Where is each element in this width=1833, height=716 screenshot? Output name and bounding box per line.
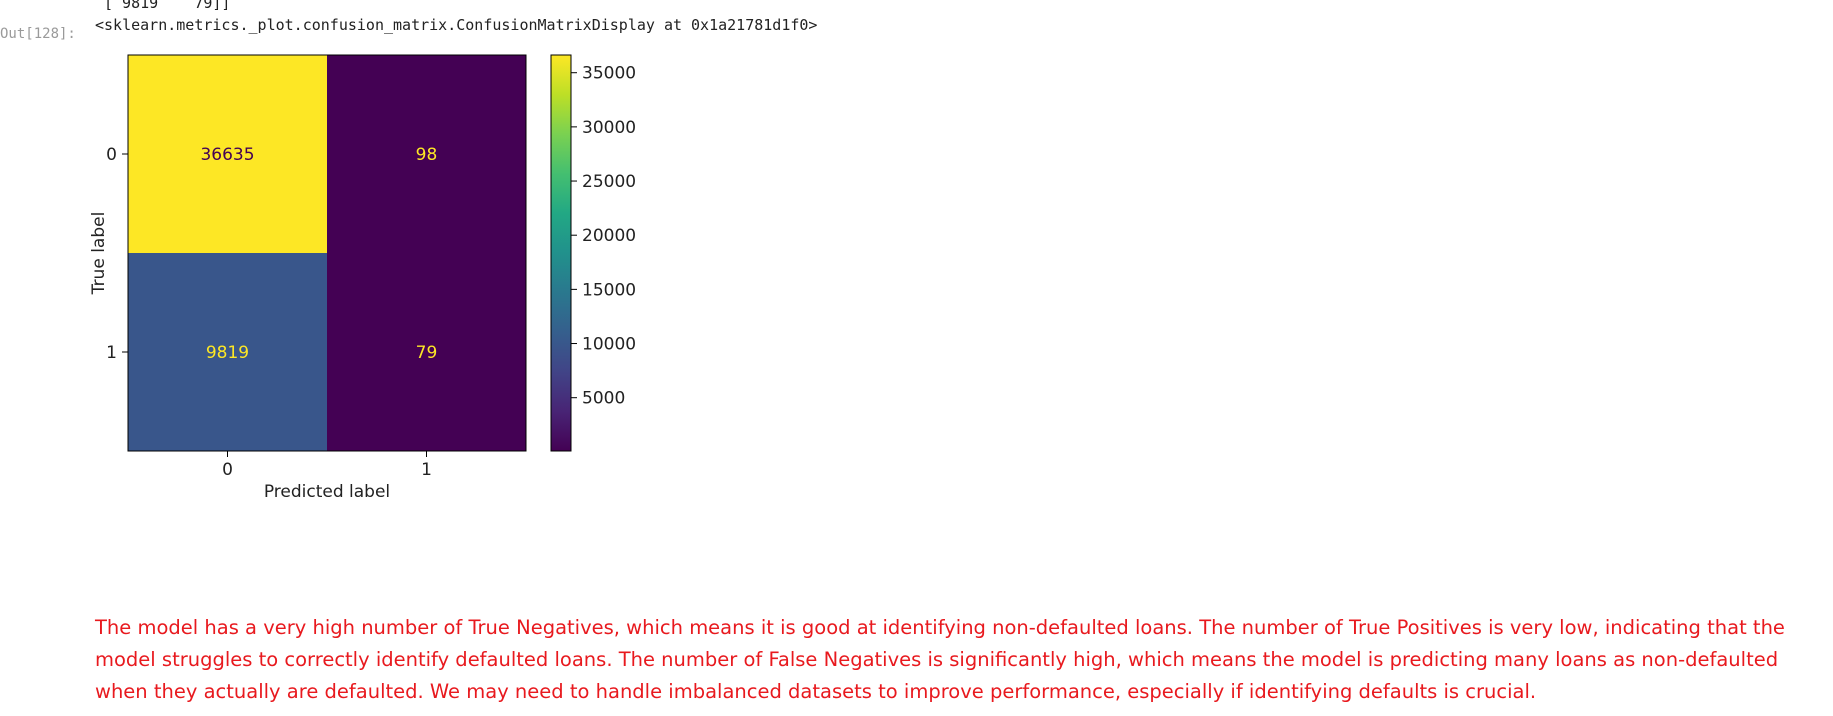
colorbar-tick-label: 5000 [582,389,625,409]
previous-output-tail: [ 9819 79]] [104,0,231,12]
cell-value-label: 36635 [200,145,254,165]
colorbar-tick-label: 15000 [582,280,636,300]
output-prompt: Out[128]: [0,26,76,42]
confusion-matrix-figure: 36635 98 9819 79 0 1 0 1 Predicted label True… [90,54,636,502]
x-tick-label: 0 [222,460,233,480]
plot-frame [127,54,527,452]
x-axis-label: Predicted label [264,482,390,502]
colorbar-tick-label: 20000 [582,226,636,246]
y-tick-label: 0 [106,145,117,165]
output-repr: <sklearn.metrics._plot.confusion_matrix.… [95,16,818,34]
cell-value-label: 98 [416,145,438,165]
y-tick-label: 1 [106,343,117,363]
matrix-cell [128,55,327,253]
matrix-cell [128,253,327,451]
colorbar-tick-label: 30000 [582,118,636,138]
matrix-cell [327,55,526,253]
cell-value-label: 9819 [206,343,249,363]
colorbar [550,54,572,452]
colorbar-tick-label: 35000 [582,64,636,84]
colorbar-tick-label: 25000 [582,172,636,192]
markdown-commentary: The model has a very high number of True… [95,616,1785,703]
cell-value-label: 79 [416,343,438,363]
x-tick-label: 1 [421,460,432,480]
y-axis-label: True label [90,212,109,296]
colorbar-tick-label: 10000 [582,335,636,355]
matrix-cell [327,253,526,451]
